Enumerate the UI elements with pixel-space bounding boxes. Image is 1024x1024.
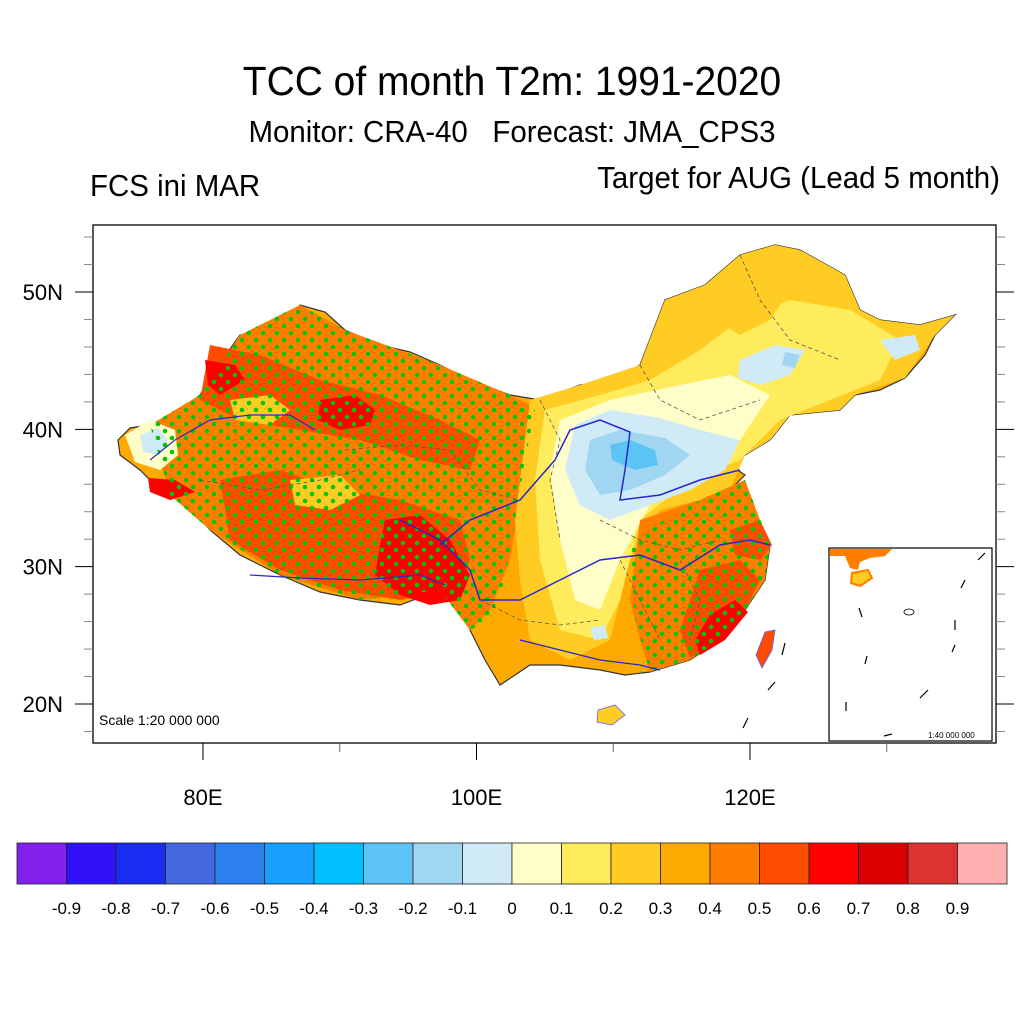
lat-tick-label: 40N	[23, 417, 63, 442]
colorbar-label: 0.2	[599, 899, 623, 918]
dash-lines-main	[742, 642, 786, 729]
colorbar-label: -0.5	[250, 899, 279, 918]
colorbar-label: 0	[507, 899, 516, 918]
inset-scale-label: 1:40 000 000	[928, 731, 975, 740]
lon-tick-label: 100E	[451, 785, 502, 810]
target-month-label: Target for AUG (Lead 5 month)	[597, 160, 1000, 195]
colorbar-swatch	[561, 842, 612, 885]
colorbar-swatch	[363, 842, 414, 885]
lat-tick-label: 30N	[23, 555, 63, 580]
init-month-label: FCS ini MAR	[90, 168, 261, 203]
colorbar-swatch	[610, 842, 661, 885]
lat-tick-label: 20N	[23, 692, 63, 717]
map-scale-label: Scale 1:20 000 000	[99, 712, 220, 728]
lon-tick-label: 80E	[183, 785, 222, 810]
map-content: Scale 1:20 000 000 1:40 000 000	[99, 244, 993, 742]
colorbar-swatch	[957, 842, 1008, 885]
region-southwest-blue-spot	[590, 625, 608, 640]
colorbar-swatch	[709, 842, 760, 885]
colorbar-label: -0.8	[101, 899, 130, 918]
colorbar-label: 0.3	[649, 899, 673, 918]
colorbar-label: 0.4	[698, 899, 722, 918]
chart-subtitle: Monitor: CRA-40 Forecast: JMA_CPS3	[248, 114, 776, 149]
colorbar-label: -0.7	[151, 899, 180, 918]
region-northeast-orange	[715, 275, 790, 335]
colorbar-swatch	[214, 842, 265, 885]
colorbar-swatch	[858, 842, 909, 885]
inset-coast	[830, 549, 892, 570]
hainan-island	[596, 704, 626, 726]
chart-title: TCC of month T2m: 1991-2020	[242, 58, 782, 104]
colorbar-label: -0.6	[200, 899, 229, 918]
colorbar-label: -0.2	[398, 899, 427, 918]
map-axes: 80E 100E 120E 20N 30N 40N 50N	[23, 236, 1014, 810]
lon-tick-label: 120E	[724, 785, 775, 810]
yellow-river	[439, 419, 741, 546]
taiwan-island	[755, 629, 776, 669]
colorbar-label: -0.3	[349, 899, 378, 918]
region-north-china-core	[610, 440, 658, 470]
colorbar-label: -0.9	[52, 899, 81, 918]
region-northeast-blue-core	[782, 352, 800, 368]
colorbar-swatch	[115, 842, 166, 885]
colorbar-swatch	[511, 842, 562, 885]
colorbar-swatch	[165, 842, 216, 885]
stipple-southeast	[630, 480, 770, 672]
colorbar-label: 0.9	[946, 899, 970, 918]
yangtze-river	[399, 519, 771, 601]
province-borders	[199, 254, 841, 641]
south-china-sea-inset: 1:40 000 000	[828, 547, 993, 742]
colorbar-swatch	[412, 842, 463, 885]
colorbar-swatch	[660, 842, 711, 885]
nine-dash-line	[845, 552, 986, 737]
yarlung-river	[249, 574, 446, 586]
colorbar-label: 0.8	[896, 899, 920, 918]
region-central-lightyellow	[535, 300, 900, 640]
colorbar-label: 0.6	[797, 899, 821, 918]
colorbar-swatch	[759, 842, 810, 885]
tarim-river	[149, 414, 316, 461]
colorbar-swatch	[66, 842, 117, 885]
colorbar-swatch	[16, 842, 67, 885]
region-northeast-blue-2	[880, 335, 920, 360]
inset-hainan	[849, 568, 874, 588]
colorbar-swatch	[808, 842, 859, 885]
lat-tick-label: 50N	[23, 280, 63, 305]
colorbar-label: -0.1	[448, 899, 477, 918]
colorbar-swatch	[462, 842, 513, 885]
colorbar-label: -0.4	[299, 899, 328, 918]
colorbar-swatch	[264, 842, 315, 885]
colorbar-label: 0.5	[748, 899, 772, 918]
colorbar-swatch	[313, 842, 364, 885]
colorbar-label: 0.1	[550, 899, 574, 918]
pearl-river	[519, 639, 661, 671]
colorbar: -0.9 -0.8 -0.7 -0.6 -0.5 -0.4 -0.3 -0.2 -0.1 0 0.1…	[16, 842, 1008, 918]
colorbar-swatch	[907, 842, 958, 885]
stipple-west	[150, 305, 535, 630]
colorbar-label: 0.7	[847, 899, 871, 918]
